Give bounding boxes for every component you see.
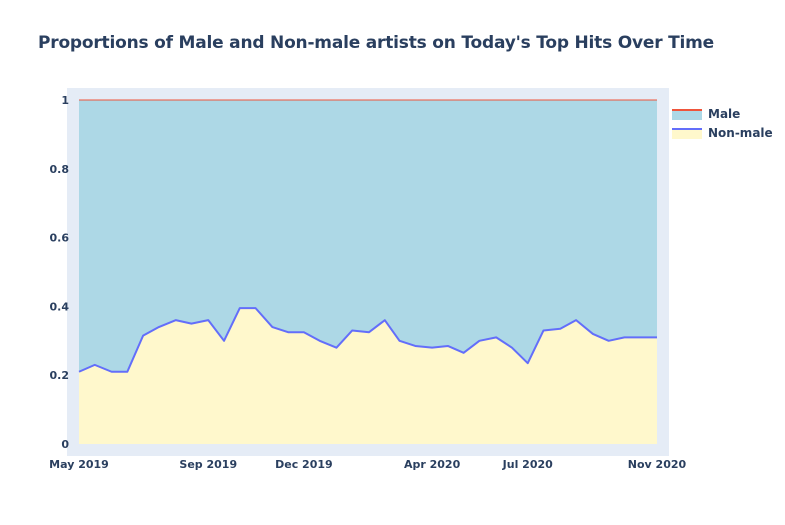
y-tick-label: 0.4: [50, 300, 70, 313]
x-tick-label: Dec 2019: [275, 458, 333, 471]
y-axis: 0 0.2 0.4 0.6 0.8 1: [50, 94, 70, 451]
y-tick-label: 0.8: [50, 163, 70, 176]
male-area[interactable]: [79, 100, 657, 372]
x-axis: May 2019 Sep 2019 Dec 2019 Apr 2020 Jul 2020…: [49, 458, 686, 471]
series-layer: [78, 99, 657, 444]
legend-swatch: [672, 110, 702, 120]
legend-label: Male: [708, 107, 740, 121]
x-tick-label: Sep 2019: [179, 458, 237, 471]
chart-title: Proportions of Male and Non-male artists…: [38, 33, 714, 53]
legend: Male Non-male: [672, 107, 773, 140]
y-tick-label: 0.6: [50, 232, 70, 245]
x-tick-label: May 2019: [49, 458, 109, 471]
y-tick-label: 0: [61, 438, 69, 451]
non-male-area[interactable]: [79, 308, 657, 444]
legend-swatch: [672, 129, 702, 139]
x-tick-label: Nov 2020: [628, 458, 687, 471]
legend-item[interactable]: Non-male: [672, 126, 773, 140]
x-tick-label: Jul 2020: [502, 458, 553, 471]
x-tick-label: Apr 2020: [404, 458, 461, 471]
legend-label: Non-male: [708, 126, 773, 140]
non-male-line[interactable]: [78, 307, 657, 373]
y-tick-label: 1: [61, 94, 69, 107]
legend-item[interactable]: Male: [672, 107, 740, 121]
y-tick-label: 0.2: [50, 369, 70, 382]
